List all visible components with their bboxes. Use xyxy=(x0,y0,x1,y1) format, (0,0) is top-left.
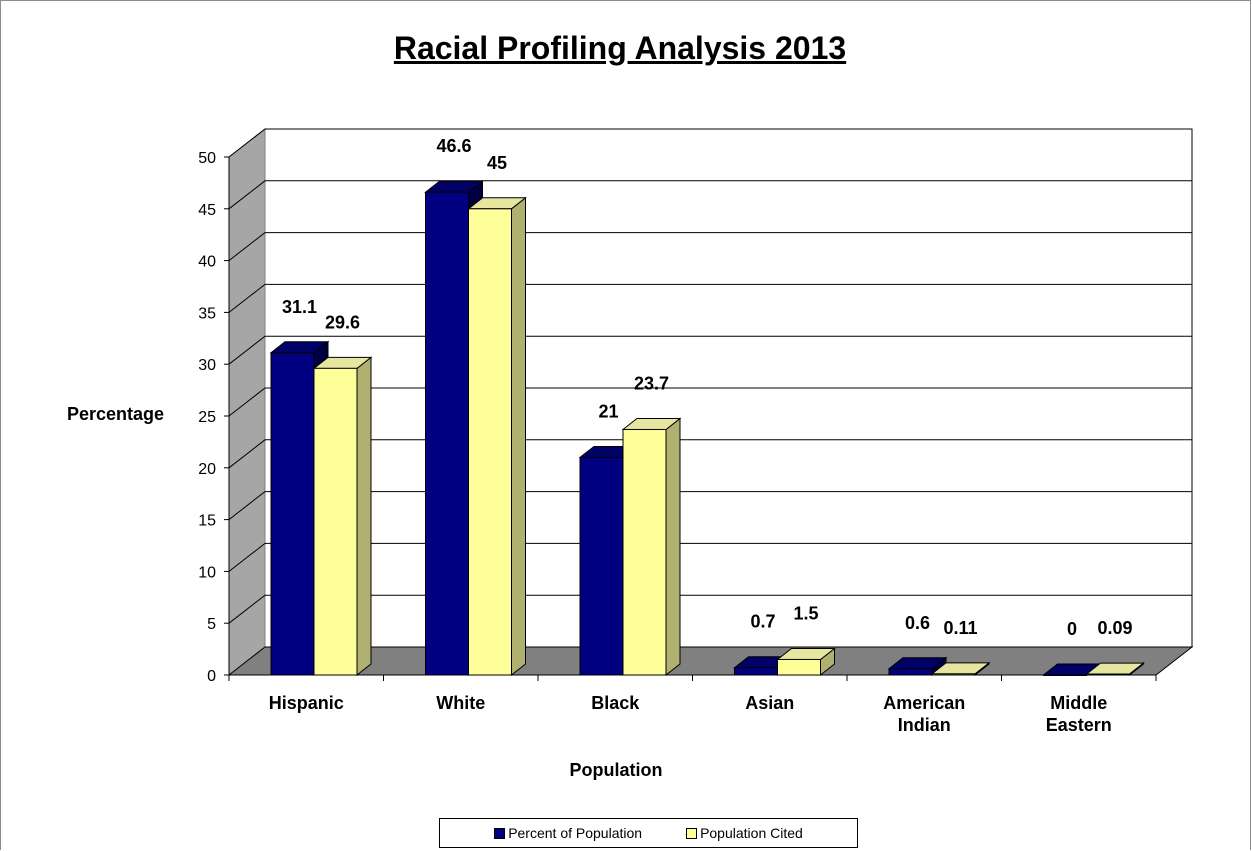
data-label-percent-of-population-middle-eastern: 0 xyxy=(1067,619,1077,639)
data-label-percent-of-population-american-indian: 0.6 xyxy=(905,613,930,633)
legend-item-percent-of-population: Percent of Population xyxy=(494,825,642,841)
legend: Percent of Population Population Cited xyxy=(439,818,858,848)
gridline-15 xyxy=(228,491,1192,520)
y-tick-label-45: 45 xyxy=(198,202,216,219)
y-tick-label-20: 20 xyxy=(198,461,216,478)
gridline-50 xyxy=(228,128,1192,158)
y-tick-label-35: 35 xyxy=(198,305,216,322)
x-axis-label: Population xyxy=(569,760,663,780)
bar-population-cited-white xyxy=(468,208,512,676)
chart-title: Racial Profiling Analysis 2013 xyxy=(393,30,847,66)
bar-percent-of-population-asian xyxy=(734,667,778,676)
bar-percent-of-population-black xyxy=(579,456,624,676)
gridline-5 xyxy=(228,594,1192,624)
y-tick-label-10: 10 xyxy=(198,564,216,581)
bar-percent-of-population-hispanic xyxy=(270,352,315,676)
y-tick-label-40: 40 xyxy=(198,254,216,271)
data-label-percent-of-population-asian: 0.7 xyxy=(750,612,775,632)
x-tick-label-white: White xyxy=(436,693,485,713)
y-axis-label: Percentage xyxy=(67,404,165,424)
x-tick-label-american-indian: American Indian xyxy=(883,693,965,735)
y-tick-label-0: 0 xyxy=(207,668,216,685)
data-label-population-cited-black: 23.7 xyxy=(634,373,669,393)
legend-swatch-percent-of-population xyxy=(494,827,506,839)
floor xyxy=(227,646,1194,676)
gridline-30 xyxy=(228,335,1192,365)
legend-item-population-cited: Population Cited xyxy=(686,825,803,841)
data-label-percent-of-population-hispanic: 31.1 xyxy=(282,297,317,317)
bar-population-cited-hispanic xyxy=(313,367,358,676)
data-label-percent-of-population-black: 21 xyxy=(598,401,618,421)
x-tick-label-black: Black xyxy=(591,693,640,713)
gridline-40 xyxy=(228,232,1192,261)
y-tick-label-15: 15 xyxy=(198,513,216,530)
x-tick-label-middle-eastern: Middle Eastern xyxy=(1046,693,1112,735)
gridline-25 xyxy=(228,387,1192,417)
gridline-35 xyxy=(228,283,1192,313)
gridline-10 xyxy=(228,542,1192,572)
gridline-20 xyxy=(228,439,1192,469)
bar-population-cited-white-side xyxy=(511,196,526,677)
bar-percent-of-population-american-indian xyxy=(888,668,933,676)
data-label-percent-of-population-white: 46.6 xyxy=(436,136,471,156)
data-label-population-cited-white: 45 xyxy=(487,153,507,173)
legend-label-population-cited: Population Cited xyxy=(700,825,803,841)
bar-population-cited-middle-eastern xyxy=(1086,673,1130,676)
legend-swatch-population-cited xyxy=(686,827,698,839)
bar-population-cited-american-indian xyxy=(931,673,976,676)
legend-label-percent-of-population: Percent of Population xyxy=(508,825,643,841)
bar-population-cited-asian xyxy=(777,658,821,676)
data-label-population-cited-asian: 1.5 xyxy=(793,603,818,623)
bar-percent-of-population-middle-eastern xyxy=(1043,674,1087,676)
bar-population-cited-black xyxy=(622,428,667,676)
x-tick-label-hispanic: Hispanic xyxy=(269,693,344,713)
y-tick-label-25: 25 xyxy=(198,409,216,426)
y-tick-label-30: 30 xyxy=(198,357,216,374)
x-tick-label-asian: Asian xyxy=(745,693,794,713)
y-tick-label-50: 50 xyxy=(198,150,216,167)
bar-population-cited-black-side xyxy=(665,417,681,677)
gridline-45 xyxy=(228,180,1192,210)
bar-percent-of-population-white xyxy=(425,191,469,676)
data-label-population-cited-hispanic: 29.6 xyxy=(325,312,360,332)
data-label-population-cited-middle-eastern: 0.09 xyxy=(1097,618,1132,638)
y-tick-label-5: 5 xyxy=(207,616,216,633)
bar-population-cited-hispanic-side xyxy=(356,356,372,677)
data-label-population-cited-american-indian: 0.11 xyxy=(943,618,977,638)
